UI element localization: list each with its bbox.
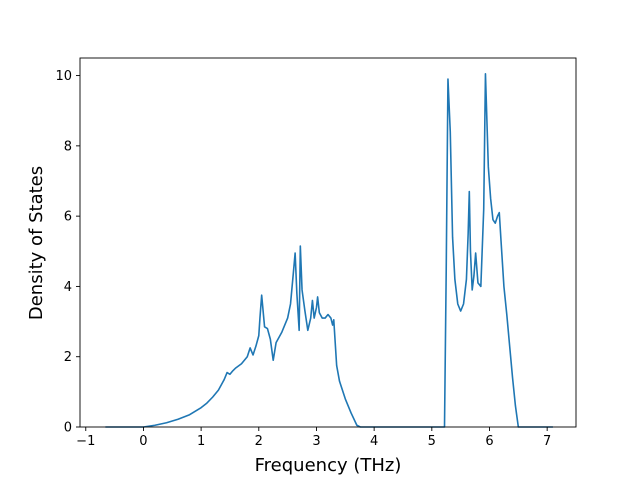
axes — [79, 57, 577, 428]
x-tick-label: 5 — [428, 434, 436, 449]
x-tick-label: 0 — [139, 434, 147, 449]
x-tick-label: 4 — [370, 434, 378, 449]
x-tick-label: 6 — [485, 434, 493, 449]
x-tick-label: 7 — [543, 434, 551, 449]
x-tick-label: 3 — [312, 434, 320, 449]
x-tick-label: −1 — [76, 434, 95, 449]
y-tick-label: 10 — [55, 69, 72, 84]
y-axis-label: Density of States — [26, 166, 47, 320]
y-tick-label: 2 — [64, 350, 72, 365]
x-axis-label: Frequency (THz) — [255, 455, 402, 476]
plot-area — [105, 73, 553, 428]
y-tick-label: 4 — [64, 280, 72, 295]
y-tick-label: 8 — [64, 139, 72, 154]
x-tick-label: 2 — [255, 434, 263, 449]
y-tick-label: 0 — [64, 421, 72, 436]
series-line-0 — [105, 73, 553, 428]
tick-marks: −1 0 1 2 3 4 5 6 7 0 2 4 6 8 10 — [55, 69, 551, 449]
x-tick-label: 1 — [197, 434, 205, 449]
y-tick-label: 6 — [64, 210, 72, 225]
axes-frame — [79, 57, 577, 428]
